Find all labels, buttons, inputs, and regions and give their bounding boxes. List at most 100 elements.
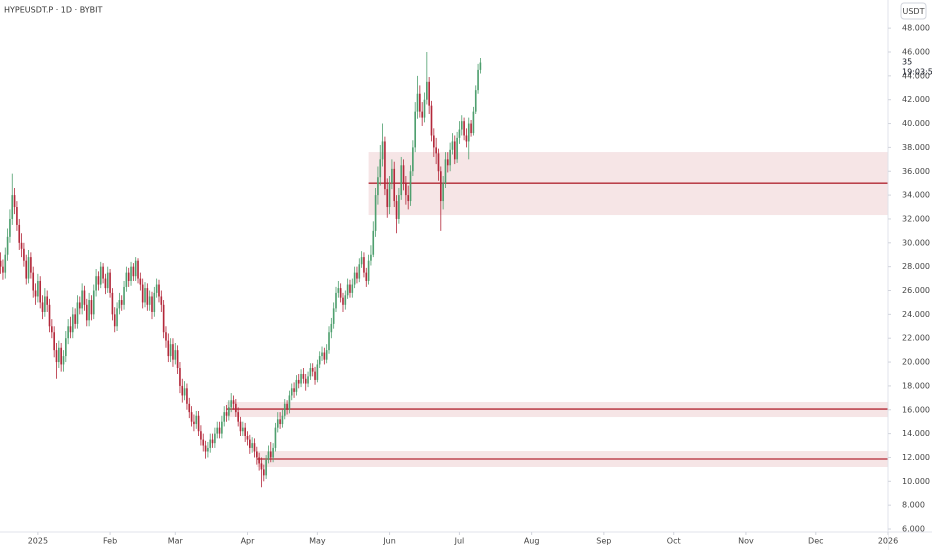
candle-body [281, 415, 284, 425]
y-tick-label: 32.000 [902, 214, 930, 223]
candle-body [97, 276, 100, 285]
candle-body [262, 469, 265, 476]
candle-body [148, 296, 151, 305]
candle-body [83, 290, 86, 305]
candle-body [421, 111, 423, 118]
candle-body [316, 364, 319, 380]
candle-body [46, 296, 49, 305]
candle-body [13, 195, 16, 208]
candle-body [60, 347, 62, 365]
candle-body [386, 189, 389, 208]
candle-body [130, 266, 132, 281]
candle-body [23, 248, 25, 261]
candle-body [249, 439, 251, 448]
candle-body [458, 129, 461, 138]
x-tick-label: Jul [454, 537, 465, 546]
candle-body [235, 403, 237, 413]
candle-body [216, 427, 219, 434]
candle-body [339, 288, 342, 298]
candle-body [300, 373, 302, 384]
x-tick-label: Mar [168, 537, 184, 546]
candle-body [402, 165, 405, 184]
candle-body [405, 183, 407, 196]
x-tick-label: Dec [808, 537, 823, 546]
candle-body [370, 254, 372, 261]
y-tick-label: 20.000 [902, 358, 930, 367]
chart-title: HYPEUSDT.P · 1D · BYBIT [4, 6, 102, 15]
candle-body [4, 254, 7, 273]
candle-body [302, 373, 305, 379]
candle-body [349, 284, 351, 293]
candle-body [116, 308, 118, 327]
candle-body [153, 292, 156, 312]
candle-body [44, 296, 46, 312]
candle-body [228, 407, 230, 416]
y-tick-label: 44.000 [902, 71, 930, 80]
candle-body [211, 439, 214, 444]
candle-body [99, 266, 102, 285]
candle-body [179, 368, 181, 386]
candle-body [412, 147, 414, 172]
candle-body [276, 419, 279, 428]
candle-body [65, 338, 67, 357]
currency-label[interactable]: USDT [903, 7, 925, 16]
candle-body [174, 350, 177, 360]
y-tick-label: 40.000 [902, 119, 930, 128]
candle-body [69, 326, 72, 333]
candle-body [120, 300, 123, 305]
y-tick-label: 18.000 [902, 381, 930, 390]
x-tick-label: 2026 [878, 537, 898, 546]
candle-body [230, 400, 233, 408]
currency-button[interactable] [900, 2, 927, 20]
y-tick-label: 16.000 [902, 405, 930, 414]
candle-body [342, 297, 344, 305]
candle-body [456, 137, 458, 160]
candle-body [416, 93, 419, 112]
candle-body [204, 445, 207, 452]
candle-body [48, 304, 51, 327]
candle-body [419, 93, 421, 112]
candle-body [307, 376, 309, 384]
candle-body [437, 153, 440, 172]
candle-body [32, 272, 35, 291]
candle-body [367, 260, 370, 281]
candle-body [372, 230, 375, 255]
candle-body [202, 439, 205, 446]
candle-body [242, 427, 244, 432]
candle-body [297, 379, 300, 384]
candle-body [381, 141, 384, 160]
candle-body [71, 314, 74, 333]
candle-body [37, 280, 39, 297]
candle-body [384, 141, 386, 190]
plot-area [0, 51, 888, 488]
candle-body [337, 288, 340, 293]
candle-body [311, 368, 314, 372]
x-tick-label: Feb [103, 537, 117, 546]
candle-body [374, 195, 377, 231]
candle-body [407, 195, 410, 202]
y-tick-label: 28.000 [902, 262, 930, 271]
candle-body [356, 272, 358, 279]
candle-body [467, 123, 470, 142]
candle-body [265, 459, 267, 476]
candle-body [439, 171, 442, 202]
candle-body [221, 421, 223, 434]
candle-body [85, 304, 88, 321]
candle-body [106, 272, 109, 289]
candle-body [251, 443, 253, 448]
candle-body [286, 403, 288, 410]
candle-body [460, 121, 463, 130]
candle-body [151, 296, 153, 312]
candle-body [463, 121, 465, 136]
candle-body [58, 347, 60, 363]
candle-body [430, 105, 433, 136]
candle-body [225, 412, 228, 416]
x-tick-label: Sep [596, 537, 611, 546]
candle-body [321, 352, 323, 357]
candle-body [141, 284, 144, 303]
candle-body [51, 326, 53, 333]
candle-body [27, 257, 30, 279]
candle-body [146, 288, 149, 305]
candle-body [279, 419, 281, 425]
